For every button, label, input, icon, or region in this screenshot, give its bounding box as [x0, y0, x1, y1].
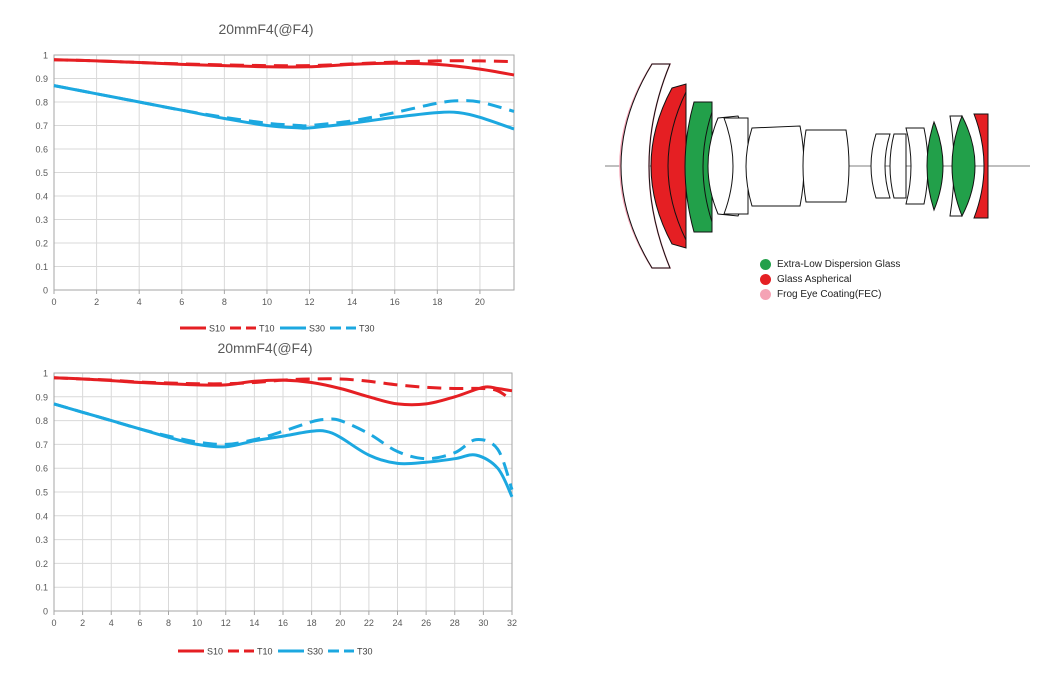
lens-element-diagram [605, 63, 1030, 269]
x-tick-label: 16 [390, 297, 400, 307]
x-tick-label: 6 [137, 618, 142, 628]
y-tick-label: 0.3 [35, 535, 48, 545]
x-tick-label: 4 [137, 297, 142, 307]
x-tick-label: 4 [109, 618, 114, 628]
y-tick-label: 0 [43, 286, 48, 296]
lens-element-asph-2 [973, 113, 989, 219]
legend-label-s30: S30 [309, 324, 325, 334]
x-tick-label: 22 [364, 618, 374, 628]
lens-element-asph-1-inner [667, 91, 687, 241]
plot-area-frame [53, 54, 515, 291]
x-tick-label: 14 [249, 618, 259, 628]
lens-element-3 [723, 117, 749, 215]
x-tick-label: 18 [432, 297, 442, 307]
x-tick-label: 20 [335, 618, 345, 628]
lens-element-8 [905, 127, 929, 205]
series-line-t30 [53, 84, 515, 128]
series-line-t30 [53, 402, 514, 491]
series-line-t10 [53, 376, 513, 402]
x-tick-label: 2 [94, 297, 99, 307]
x-tick-label: 10 [192, 618, 202, 628]
x-tick-label: 8 [166, 618, 171, 628]
series-line-s30 [53, 84, 515, 131]
x-tick-label: 10 [262, 297, 272, 307]
y-tick-label: 0.2 [35, 559, 48, 569]
chart-title: 20mmF4(@F4) [217, 340, 312, 356]
y-tick-label: 0.7 [35, 121, 48, 131]
y-tick-label: 0.4 [35, 192, 48, 202]
y-tick-label: 0.9 [35, 392, 48, 402]
y-tick-label: 0.5 [35, 488, 48, 498]
x-tick-label: 0 [51, 618, 56, 628]
plot-area-frame [53, 372, 513, 612]
lens-legend-fec-label: Frog Eye Coating(FEC) [777, 288, 882, 300]
legend-label-s10: S10 [209, 324, 225, 334]
y-tick-label: 0.3 [35, 215, 48, 225]
x-tick-label: 24 [392, 618, 402, 628]
asph-glass-swatch [760, 273, 771, 285]
legend-label-s10: S10 [207, 647, 223, 657]
lens-legend-ed: Extra-Low Dispersion Glass [760, 257, 900, 271]
lens-legend-ed-label: Extra-Low Dispersion Glass [777, 258, 901, 270]
x-tick-label: 26 [421, 618, 431, 628]
x-tick-label: 2 [80, 618, 85, 628]
x-tick-label: 16 [278, 618, 288, 628]
x-tick-label: 30 [478, 618, 488, 628]
y-tick-label: 0 [43, 607, 48, 617]
y-tick-label: 0.8 [35, 416, 48, 426]
y-tick-label: 0.4 [35, 511, 48, 521]
series-line-s10 [53, 58, 515, 77]
mtf-chart-bottom: 20mmF4(@F4) 0 0.1 0.2 0.3 0.4 0.5 0.6 0.7 0.8 0.9 1… [35, 340, 517, 657]
lens-element-1 [620, 63, 671, 269]
x-tick-label: 32 [507, 618, 517, 628]
y-tick-label: 0.6 [35, 145, 48, 155]
mtf-chart-top: 20mmF4(@F4) 0 0.1 0.2 0.3 0.4 0.5 0.6 0.7 0.8 0.9 1… [35, 21, 515, 334]
lens-element-ed-2 [926, 120, 944, 212]
y-tick-label: 0.8 [35, 98, 48, 108]
y-tick-label: 0.7 [35, 440, 48, 450]
y-tick-label: 0.9 [35, 74, 48, 84]
y-tick-label: 1 [43, 369, 48, 379]
lens-legend-asph-label: Glass Aspherical [777, 273, 852, 285]
legend-label-t10: T10 [259, 324, 275, 334]
chart-title: 20mmF4(@F4) [218, 21, 313, 37]
lens-legend-asph: Glass Aspherical [760, 272, 851, 286]
x-tick-label: 0 [51, 297, 56, 307]
x-tick-label: 6 [179, 297, 184, 307]
x-tick-label: 8 [222, 297, 227, 307]
lens-element-6 [870, 133, 891, 199]
lens-element-7 [889, 133, 907, 199]
lens-element-4 [745, 125, 805, 207]
y-tick-label: 1 [43, 51, 48, 61]
y-tick-label: 0.2 [35, 239, 48, 249]
legend-label-s30: S30 [307, 647, 323, 657]
legend-label-t10: T10 [257, 647, 273, 657]
lens-legend-fec: Frog Eye Coating(FEC) [760, 287, 881, 301]
legend-label-t30: T30 [357, 647, 373, 657]
lens-element-5 [802, 129, 850, 203]
ed-glass-swatch [760, 258, 771, 270]
fec-swatch [760, 288, 771, 300]
legend-label-t30: T30 [359, 324, 375, 334]
y-tick-label: 0.1 [35, 262, 48, 272]
x-tick-label: 12 [221, 618, 231, 628]
x-tick-label: 14 [347, 297, 357, 307]
x-tick-label: 28 [450, 618, 460, 628]
x-tick-label: 12 [305, 297, 315, 307]
y-tick-label: 0.6 [35, 464, 48, 474]
x-tick-label: 20 [475, 297, 485, 307]
series-line-t10 [53, 58, 515, 68]
x-tick-label: 18 [307, 618, 317, 628]
y-tick-label: 0.5 [35, 168, 48, 178]
y-tick-label: 0.1 [35, 583, 48, 593]
lens-element-ed-3 [951, 114, 976, 218]
lens-element-ed-1 [684, 101, 713, 233]
lens-element-ed-1-inner [702, 111, 713, 223]
